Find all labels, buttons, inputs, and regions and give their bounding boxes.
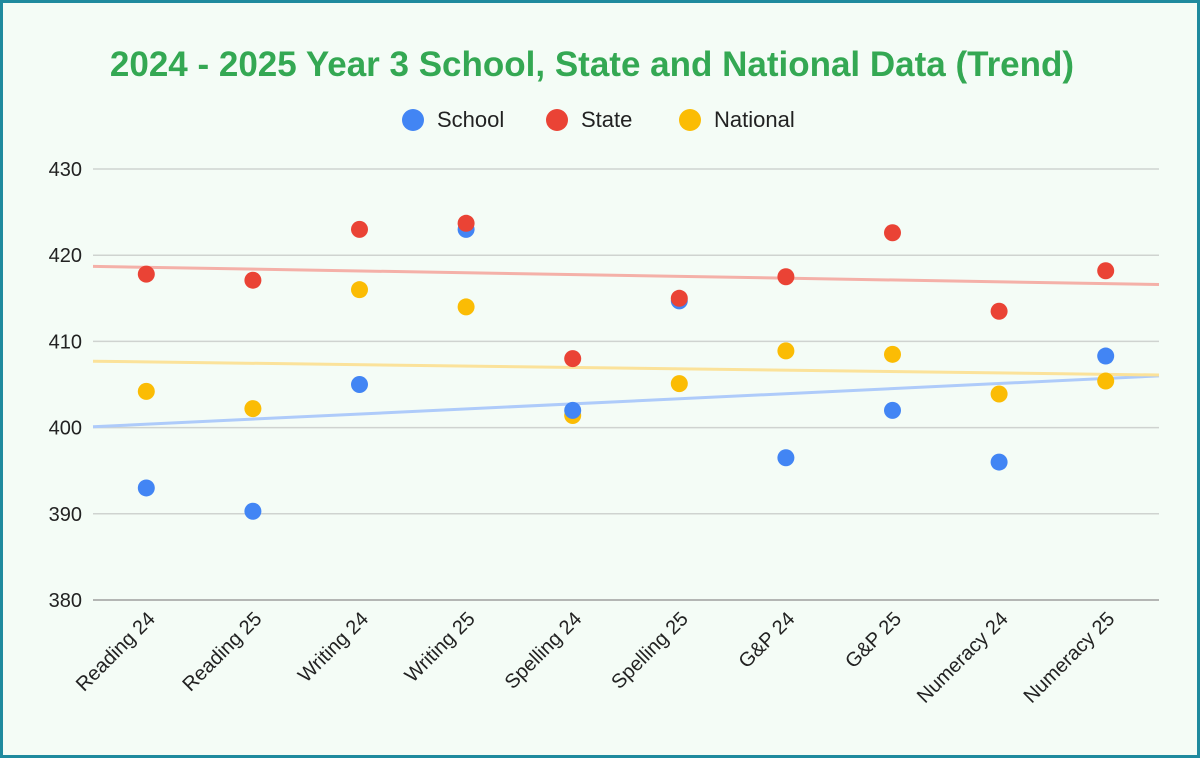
y-axis: 380 390 400 410 420 430 (49, 159, 82, 612)
trendlines (92, 264, 1160, 429)
x-tick-label-9: Numeracy 25 (1020, 608, 1120, 708)
x-tick-label-3: Writing 25 (401, 608, 480, 687)
point-national-5 (670, 375, 688, 393)
x-tick-label-8: Numeracy 24 (913, 608, 1013, 708)
legend-label-school: School (437, 107, 504, 132)
legend-label-state: State (581, 107, 632, 132)
point-state-2 (351, 220, 368, 238)
x-tick-label-4: Spelling 24 (501, 608, 587, 694)
y-tick-label-380: 380 (49, 590, 82, 612)
y-tick-label-430: 430 (49, 159, 82, 181)
point-school-2 (351, 376, 368, 393)
legend: School State National (402, 107, 795, 132)
x-tick-label-7: G&P 25 (841, 608, 906, 673)
point-national-1 (244, 400, 262, 418)
x-tick-label-6: G&P 24 (735, 608, 800, 673)
x-tick-label-0: Reading 24 (72, 608, 160, 696)
point-state-0 (137, 265, 155, 283)
chart-title: 2024 - 2025 Year 3 School, State and Nat… (110, 45, 1074, 84)
point-school-0 (137, 479, 155, 497)
point-national-6 (777, 342, 795, 360)
x-tick-label-1: Reading 25 (179, 608, 267, 696)
point-state-7 (884, 224, 901, 242)
point-school-7 (884, 401, 901, 419)
point-school-1 (244, 502, 262, 520)
point-national-9 (1097, 372, 1115, 390)
trendline-school (92, 374, 1160, 429)
point-state-5 (670, 289, 688, 307)
legend-marker-national (679, 109, 701, 131)
x-axis: Reading 24 Reading 25 Writing 24 Writing 25… (72, 608, 1119, 708)
point-national-0 (137, 382, 155, 400)
point-school-6 (777, 449, 795, 467)
point-state-1 (244, 271, 262, 289)
point-state-3 (457, 214, 475, 232)
y-tick-label-420: 420 (49, 245, 82, 267)
point-national-2 (351, 281, 368, 299)
x-tick-label-5: Spelling 25 (607, 608, 693, 694)
point-state-6 (777, 268, 795, 286)
y-tick-label-410: 410 (49, 331, 82, 353)
point-state-4 (564, 350, 582, 368)
scatter-chart: 2024 - 2025 Year 3 School, State and Nat… (49, 45, 1160, 708)
x-tick-label-2: Writing 24 (294, 608, 373, 687)
legend-marker-state (546, 109, 568, 131)
data-points (137, 214, 1115, 520)
legend-label-national: National (714, 107, 795, 132)
y-tick-label-390: 390 (49, 504, 82, 526)
y-tick-label-400: 400 (49, 418, 82, 440)
point-school-8 (990, 453, 1008, 471)
point-national-7 (884, 345, 901, 363)
point-school-4 (564, 401, 582, 419)
point-state-8 (990, 302, 1008, 320)
gridlines (93, 168, 1159, 601)
point-school-9 (1097, 347, 1115, 365)
trendline-national (92, 359, 1160, 377)
trendline-state (92, 264, 1160, 287)
point-national-8 (990, 385, 1008, 403)
point-state-9 (1097, 262, 1115, 280)
legend-marker-school (402, 109, 424, 131)
point-national-3 (457, 298, 475, 316)
